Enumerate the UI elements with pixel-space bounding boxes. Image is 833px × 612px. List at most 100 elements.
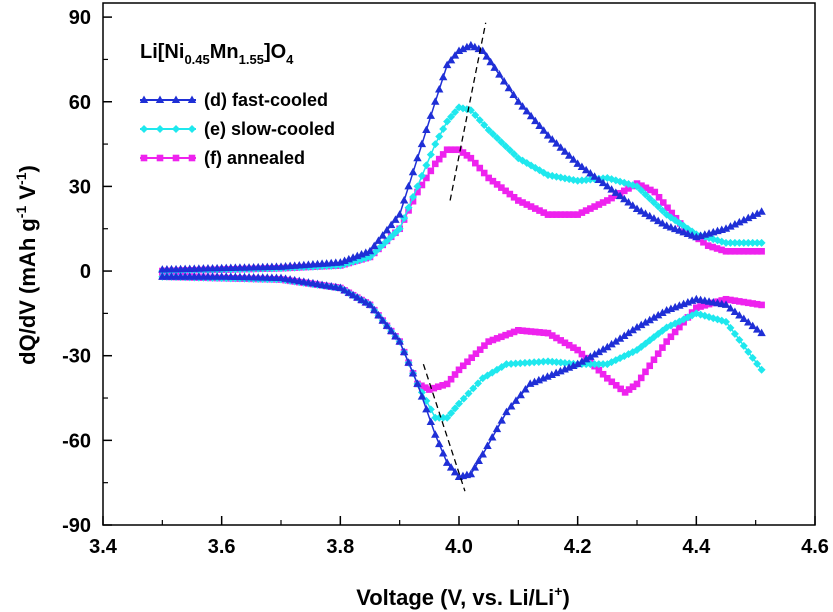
data-point [611, 337, 621, 345]
data-point [374, 236, 383, 244]
data-point [492, 424, 502, 433]
data-point [439, 151, 447, 158]
data-point [515, 327, 522, 334]
data-point [450, 51, 460, 59]
data-point [470, 463, 480, 471]
data-point [548, 211, 556, 218]
data-point [417, 171, 426, 180]
data-point [510, 150, 519, 159]
data-point [539, 126, 548, 134]
data-point [573, 159, 582, 167]
data-point [740, 298, 748, 306]
data-point [443, 413, 452, 422]
x-tick-label: 4.2 [564, 536, 592, 558]
x-tick-label: 4.4 [682, 536, 711, 558]
y-tick-label: -30 [62, 346, 91, 368]
data-point [543, 131, 553, 139]
data-point [621, 389, 629, 396]
data-point [671, 328, 679, 336]
data-point [730, 219, 740, 228]
data-point [438, 72, 448, 81]
data-point [423, 174, 430, 182]
data-point [382, 236, 391, 245]
data-point [620, 187, 628, 195]
data-point [530, 358, 539, 367]
data-point [431, 160, 439, 168]
data-point [446, 463, 456, 471]
data-point [539, 357, 548, 366]
plot-frame [102, 2, 816, 526]
data-point [637, 320, 646, 329]
data-point [594, 175, 604, 183]
data-point [704, 242, 712, 249]
data-point [515, 197, 522, 204]
data-point [525, 358, 534, 367]
data-point [344, 288, 354, 296]
data-point [408, 167, 418, 176]
data-point [464, 389, 473, 398]
x-tick-label: 3.8 [326, 536, 354, 558]
data-point [446, 55, 456, 64]
data-point [510, 193, 518, 201]
x-tick-label: 3.6 [208, 536, 236, 558]
data-point [651, 188, 659, 196]
data-point [531, 328, 539, 336]
legend-marker [140, 125, 148, 133]
data-point [404, 358, 413, 366]
data-point [488, 433, 497, 441]
data-point [753, 359, 762, 368]
data-point [615, 334, 625, 342]
data-point [735, 217, 744, 226]
data-point [607, 339, 616, 348]
data-point [604, 197, 611, 204]
data-point [739, 215, 748, 224]
data-point [502, 360, 511, 369]
data-point [645, 194, 654, 203]
data-point [357, 295, 366, 304]
data-point [442, 60, 452, 69]
data-point [413, 182, 422, 191]
data-point [565, 211, 573, 218]
peak-shift-guide [422, 363, 466, 492]
data-point [506, 190, 514, 198]
data-point [451, 146, 459, 154]
data-point [744, 238, 753, 247]
data-point [474, 456, 483, 465]
data-point [519, 199, 526, 206]
data-point [422, 161, 431, 170]
data-point [472, 159, 479, 167]
data-point [511, 396, 521, 404]
data-point [726, 303, 735, 312]
data-point [454, 46, 464, 54]
data-point [506, 330, 514, 337]
data-point [599, 370, 607, 378]
data-point [590, 360, 599, 369]
data-point [536, 207, 543, 214]
data-point [667, 333, 675, 341]
data-point [578, 209, 586, 216]
data-point [476, 164, 484, 172]
data-point [501, 142, 510, 151]
data-point [514, 97, 523, 105]
data-point [735, 310, 744, 319]
data-point [581, 354, 591, 363]
data-point [721, 224, 731, 232]
data-point [476, 346, 484, 353]
data-point [653, 216, 663, 225]
data-point [611, 188, 621, 196]
data-point [438, 449, 448, 457]
data-point [434, 383, 442, 391]
data-point [744, 347, 753, 356]
data-point [577, 357, 587, 365]
data-point [556, 143, 565, 151]
x-tick-label: 4.0 [445, 536, 473, 558]
data-point [439, 382, 446, 389]
data-point [731, 248, 739, 255]
data-point [709, 243, 716, 251]
data-point [502, 187, 509, 195]
data-point [731, 297, 739, 304]
data-point [633, 380, 641, 388]
data-point [353, 293, 362, 301]
data-point [422, 125, 431, 133]
data-point [642, 368, 649, 376]
